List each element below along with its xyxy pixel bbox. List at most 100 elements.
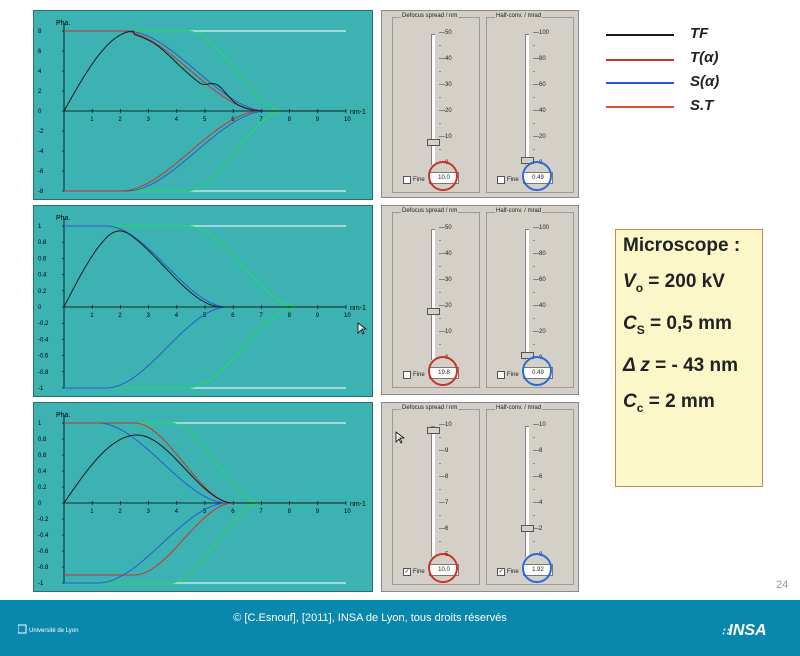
half-slider-track[interactable] xyxy=(525,426,529,557)
defocus-slider-track[interactable] xyxy=(431,229,435,360)
legend-row-st xyxy=(606,106,674,108)
half-fine-box[interactable] xyxy=(497,176,505,184)
envelope-blue-lower xyxy=(64,502,346,584)
footer-bar: © [C.Esnouf], [2011], INSA de Lyon, tous… xyxy=(0,600,800,656)
half-title: Half-conv. / mrad xyxy=(495,405,543,411)
envelope-green-upper xyxy=(64,422,346,504)
half-fine-box[interactable] xyxy=(497,371,505,379)
half-tick-label: —20 xyxy=(533,329,546,335)
y-tick-label: 8 xyxy=(38,29,42,35)
y-tick-label: -0.4 xyxy=(38,337,49,343)
y-tick-label: -6 xyxy=(38,169,44,175)
defocus-slider-track[interactable] xyxy=(431,34,435,165)
y-tick-label: 0 xyxy=(38,109,42,115)
envelope-blue-lower xyxy=(64,306,346,389)
half-fine-box[interactable]: ✓ xyxy=(497,568,505,576)
defocus-highlight-circle xyxy=(428,356,458,386)
defocus-slider-thumb[interactable] xyxy=(427,138,440,146)
legend-label-st: S.T xyxy=(690,97,714,114)
defocus-title: Defocus spread / nm xyxy=(401,13,459,19)
microscope-title: Microscope : xyxy=(623,235,741,256)
defocus-slider-thumb[interactable] xyxy=(427,307,440,315)
defocus-minor-tick: - xyxy=(439,539,441,545)
y-tick-label: -0.8 xyxy=(38,370,49,376)
x-tick-label: 8 xyxy=(288,313,292,319)
plot-svg-3: Pha. nm-1 1 0.8 0.6 0.4 0.2 0 -0.2 -0.4 -0.6 -0.8 -1… xyxy=(38,412,366,587)
y-tick-label: 0.8 xyxy=(38,240,47,246)
defocus-minor-tick: - xyxy=(439,238,441,244)
y-tick-label: -0.8 xyxy=(38,565,49,571)
half-minor-tick: - xyxy=(533,513,535,519)
y-tick-label: 0.2 xyxy=(38,289,47,295)
defocus-fine-checkbox[interactable]: Fine xyxy=(403,176,425,184)
info-rest-vo: = 200 kV xyxy=(643,271,725,292)
half-fine-checkbox[interactable]: ✓ Fine xyxy=(497,568,519,576)
x-tick-label: 1 xyxy=(90,509,94,515)
insa-logo-text: INSA xyxy=(728,622,767,639)
envelope-green-lower xyxy=(64,306,346,389)
plot-xunit: nm-1 xyxy=(350,109,366,116)
defocus-tick-label: —40 xyxy=(439,56,452,62)
defocus-minor-tick: - xyxy=(439,95,441,101)
half-minor-tick: - xyxy=(533,342,535,348)
defocus-fine-box[interactable]: ✓ xyxy=(403,568,411,576)
envelope-blue-upper xyxy=(64,30,346,112)
info-line-dz: Δ z = - 43 nm xyxy=(623,355,755,377)
info-rest-cc: = 2 mm xyxy=(643,390,715,412)
x-tick-label: 5 xyxy=(203,313,207,319)
defocus-fine-checkbox[interactable]: ✓ Fine xyxy=(403,568,425,576)
legend-row-s-alpha xyxy=(606,82,674,84)
legend-line-t-alpha xyxy=(606,59,674,61)
half-slider-track[interactable] xyxy=(525,229,529,360)
half-minor-tick: - xyxy=(533,461,535,467)
x-tick-label: 10 xyxy=(344,117,351,123)
insa-logo-dots-icon: ∷ xyxy=(722,627,729,638)
defocus-fine-label: Fine xyxy=(413,372,425,378)
mouse-cursor-icon-2 xyxy=(395,431,405,444)
envelope-red-upper xyxy=(64,422,346,504)
x-tick-label: 7 xyxy=(259,117,263,123)
half-title: Half-conv. / mrad xyxy=(495,13,543,19)
x-tick-label: 9 xyxy=(316,313,320,319)
half-tick-label: —80 xyxy=(533,56,546,62)
half-minor-tick: - xyxy=(533,121,535,127)
half-slider-thumb[interactable] xyxy=(521,525,534,533)
x-tick-label: 3 xyxy=(147,313,151,319)
defocus-slider-thumb[interactable] xyxy=(427,426,440,434)
half-slider-track[interactable] xyxy=(525,34,529,165)
page-number: 24 xyxy=(776,579,789,591)
half-tick-label: —80 xyxy=(533,251,546,257)
x-tick-label: 10 xyxy=(344,509,351,515)
envelope-green-lower xyxy=(64,110,346,192)
half-minor-tick: - xyxy=(533,435,535,441)
defocus-group: Defocus spread / nm —50- —40- —30- —20- —10- —… xyxy=(392,208,480,388)
defocus-minor-tick: - xyxy=(439,461,441,467)
defocus-minor-tick: - xyxy=(439,290,441,296)
mouse-cursor-icon xyxy=(357,322,367,335)
legend-label-s-alpha: S(α) xyxy=(690,73,720,90)
half-fine-checkbox[interactable]: Fine xyxy=(497,176,519,184)
plot-xunit: nm-1 xyxy=(350,501,366,508)
y-tick-label: 0 xyxy=(38,305,42,311)
y-tick-label: 0.6 xyxy=(38,256,47,262)
half-fine-checkbox[interactable]: Fine xyxy=(497,371,519,379)
tf-curve xyxy=(63,230,346,308)
y-tick-label: 0.6 xyxy=(38,453,47,459)
defocus-fine-checkbox[interactable]: Fine xyxy=(403,371,425,379)
half-group: Half-conv. / mrad —10- —8- —6- —4- —2- —0 ✓ Fine… xyxy=(486,405,574,585)
defocus-fine-box[interactable] xyxy=(403,176,411,184)
y-tick-label: 0 xyxy=(38,501,42,507)
half-minor-tick: - xyxy=(533,147,535,153)
defocus-tick-label: —20 xyxy=(439,108,452,114)
defocus-slider-track[interactable] xyxy=(431,426,435,557)
x-tick-label: 4 xyxy=(175,313,179,319)
control-panel-2: Defocus spread / nm —50 - —40 - —30 - —20 - —10 - —… xyxy=(381,205,579,395)
half-highlight-circle xyxy=(522,553,552,583)
y-tick-label: 6 xyxy=(38,49,42,55)
insa-logo: ∷INSA xyxy=(722,622,767,640)
half-group: Half-conv. / mrad —100- —80- —60- —40- —20- —0… xyxy=(486,208,574,388)
x-tick-label: 7 xyxy=(259,509,263,515)
defocus-fine-box[interactable] xyxy=(403,371,411,379)
y-tick-label: 1 xyxy=(38,224,42,230)
defocus-minor-tick: - xyxy=(439,264,441,270)
